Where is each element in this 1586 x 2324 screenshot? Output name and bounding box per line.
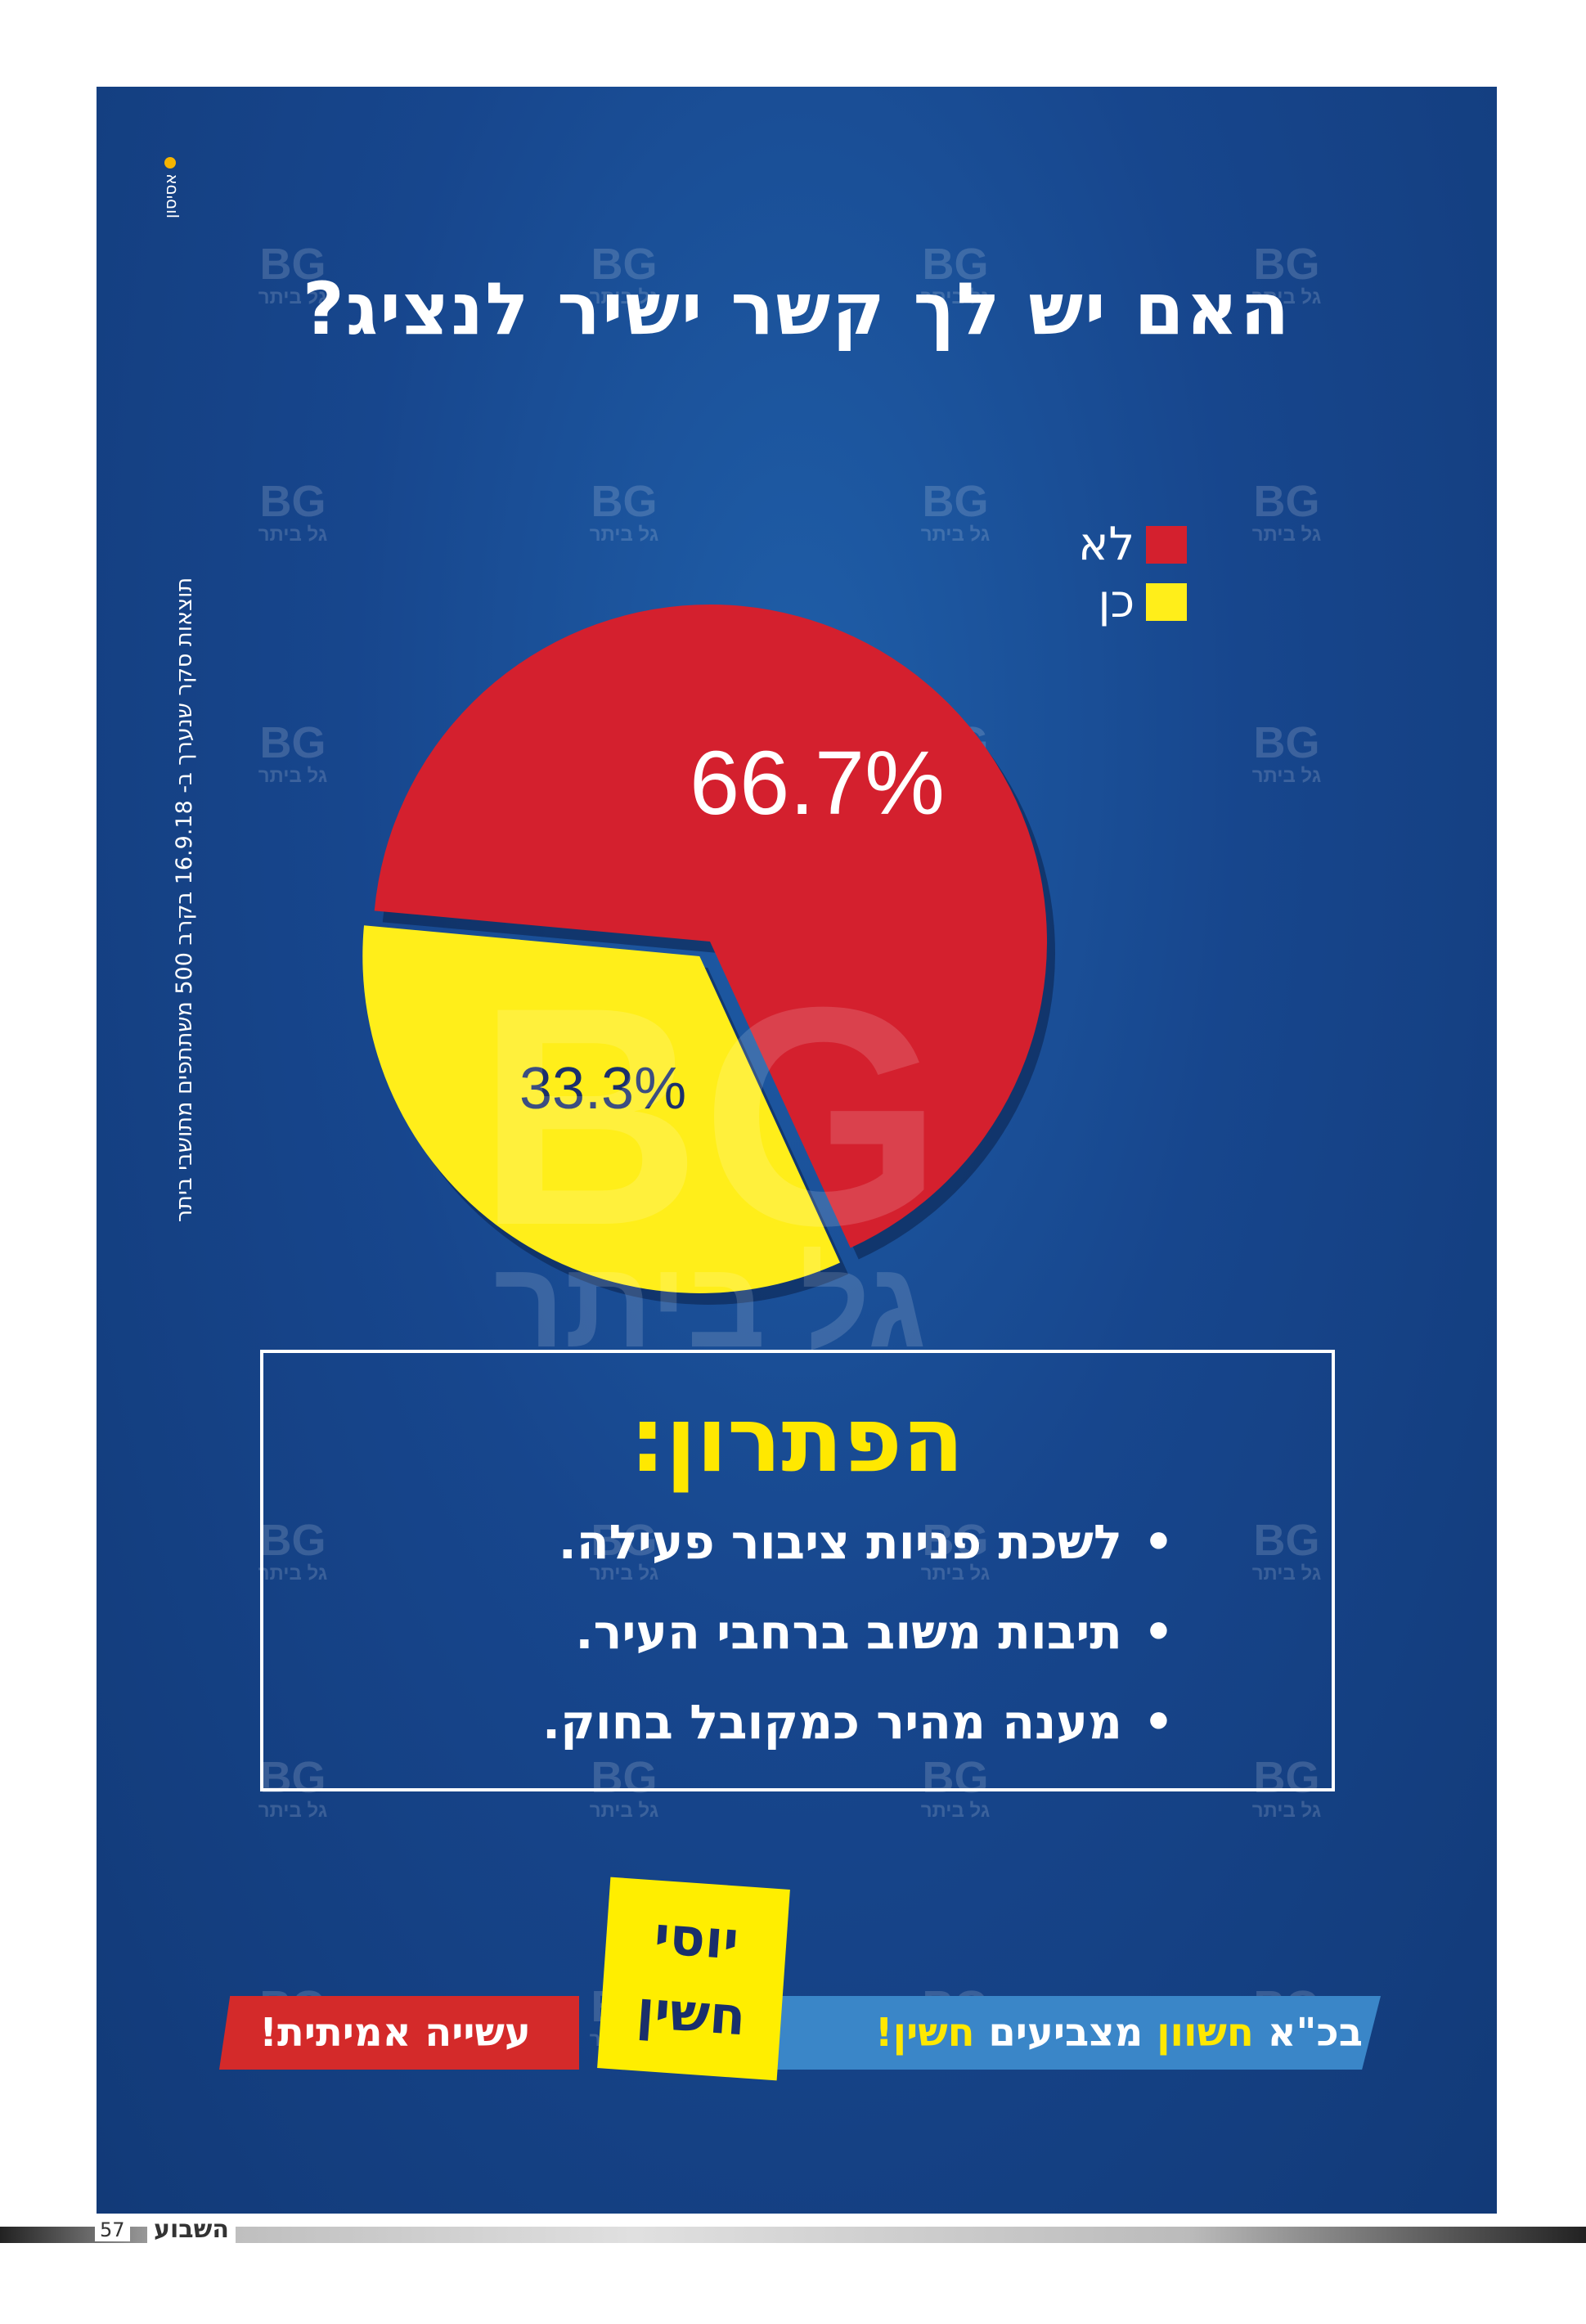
watermark-tile-top: BG bbox=[1253, 1753, 1320, 1802]
photo-credit-text: אסיסון bbox=[160, 173, 180, 219]
candidate-last-name: חשין bbox=[634, 1980, 748, 2048]
watermark-tile-bottom: גל ביתר bbox=[258, 765, 328, 787]
solution-item-text: תיבות משוב ברחבי העיר. bbox=[575, 1604, 1122, 1660]
watermark-tile-bottom: גל ביתר bbox=[1251, 524, 1322, 546]
watermark-tile-bottom: גל ביתר bbox=[1251, 286, 1322, 308]
watermark-tile-bottom: גל ביתר bbox=[258, 286, 328, 308]
candidate-name-card: יוסי חשין bbox=[597, 1877, 790, 2081]
watermark-tile-top: BG bbox=[259, 477, 326, 526]
watermark-tile-top: BG bbox=[922, 240, 989, 289]
legend-item-yes: כן bbox=[1078, 575, 1188, 628]
footer-bar bbox=[0, 2227, 1586, 2243]
watermark-tile-bottom: גל ביתר bbox=[1251, 1800, 1322, 1822]
watermark-tile-bottom: גל ביתר bbox=[920, 1800, 991, 1822]
watermark-tile-bottom: גל ביתר bbox=[589, 286, 659, 308]
candidate-first-name: יוסי bbox=[652, 1905, 741, 1972]
solution-box bbox=[260, 1350, 1335, 1791]
slogan-banner-red bbox=[219, 1996, 579, 2070]
slogan-red-text: עשייה אמיתית! bbox=[259, 2010, 531, 2056]
watermark-tile-bottom: גל ביתר bbox=[920, 1562, 991, 1585]
watermark-tile-top: BG bbox=[922, 1753, 989, 1802]
credit-dot-icon bbox=[164, 157, 176, 169]
solution-item-text: מענה מהיר כמקובל בחוק. bbox=[542, 1694, 1122, 1750]
page-number: 57 bbox=[95, 2218, 130, 2241]
bullet-icon: • bbox=[1143, 1514, 1174, 1570]
pie-chart: 66.7%33.3% BG גל ביתר bbox=[362, 605, 1056, 1373]
legend-label-no: לא bbox=[1078, 518, 1135, 571]
watermark-tile-top: BG bbox=[922, 477, 989, 526]
watermark-tile-top: BG bbox=[591, 477, 658, 526]
watermark-tile-top: BG bbox=[591, 1753, 658, 1802]
photo-credit: אסיסון bbox=[160, 152, 193, 332]
pie-data-label: 66.7% bbox=[690, 733, 945, 834]
watermark-tile-top: BG bbox=[259, 1516, 326, 1565]
watermark-tile-bottom: גל ביתר bbox=[1251, 765, 1322, 787]
watermark-tile-top: BG bbox=[259, 240, 326, 289]
watermark-tile-bottom: גל ביתר bbox=[589, 524, 659, 546]
watermark-tile-top: BG bbox=[1253, 477, 1320, 526]
watermark-tile-bottom: גל ביתר bbox=[589, 1562, 659, 1585]
watermark-tile-bottom: גל ביתר bbox=[258, 524, 328, 546]
watermark-tile-top: BG bbox=[591, 1516, 658, 1565]
survey-note: תוצאות סקר שנערך ב- 16.9.18 בקרב 500 משת… bbox=[172, 578, 197, 1223]
legend-item-no: לא bbox=[1078, 518, 1188, 571]
pie-data-label: 33.3% bbox=[519, 1056, 686, 1122]
watermark-tile-top: BG bbox=[1253, 1516, 1320, 1565]
large-watermark-top: BG bbox=[477, 942, 943, 1290]
watermark-tile-top: BG bbox=[922, 1516, 989, 1565]
slogan-middle: מצביעים bbox=[974, 2010, 1157, 2056]
watermark-tile-top: BG bbox=[1253, 718, 1320, 767]
slogan-highlight: חשוון bbox=[1157, 2010, 1254, 2056]
legend-swatch-yes bbox=[1146, 583, 1188, 621]
slogan-highlight-2: חשין! bbox=[874, 2010, 975, 2056]
solution-title: הפתרון: bbox=[629, 1387, 964, 1492]
page-title: האם יש לך קשר ישיר לנציג? bbox=[302, 267, 1292, 351]
bullet-icon: • bbox=[1143, 1694, 1174, 1750]
slogan-banner-blue bbox=[757, 1996, 1381, 2070]
slogan-prefix: בכ"א bbox=[1253, 2010, 1363, 2056]
watermark-tile-bottom: גל ביתר bbox=[920, 286, 991, 308]
chart-legend: לא כן bbox=[1078, 518, 1188, 635]
magazine-logo: השבוע bbox=[147, 2215, 236, 2244]
solution-item: • לשכת פניות ציבור פעילה. bbox=[559, 1514, 1174, 1570]
watermark-tile-bottom: גל ביתר bbox=[258, 1800, 328, 1822]
watermark-tile-bottom: גל ביתר bbox=[589, 1800, 659, 1822]
watermark-tile-bottom: גל ביתר bbox=[920, 524, 991, 546]
watermark-tile-bottom: גל ביתר bbox=[258, 1562, 328, 1585]
poster-background: BG גל ביתר BG גל ביתר BG גל ביתר BG גל ביתר BG גל… bbox=[97, 87, 1497, 2214]
solution-item-text: לשכת פניות ציבור פעילה. bbox=[558, 1514, 1122, 1570]
watermark-tile-top: BG bbox=[591, 240, 658, 289]
legend-label-yes: כן bbox=[1098, 575, 1135, 628]
watermark-tile-top: BG bbox=[259, 718, 326, 767]
legend-swatch-no bbox=[1146, 526, 1188, 564]
slogan-text: בכ"א חשוון מצביעים חשין! bbox=[757, 1996, 1363, 2070]
bullet-icon: • bbox=[1143, 1604, 1174, 1660]
solution-item: • תיבות משוב ברחבי העיר. bbox=[575, 1604, 1174, 1660]
pie-slice bbox=[374, 605, 1048, 1248]
watermark-tile-bottom: גל ביתר bbox=[1251, 1562, 1322, 1585]
pie-slice bbox=[362, 925, 841, 1293]
watermark-tile-top: BG bbox=[259, 1753, 326, 1802]
solution-item: • מענה מהיר כמקובל בחוק. bbox=[542, 1694, 1174, 1750]
watermark-tile-top: BG bbox=[1253, 240, 1320, 289]
